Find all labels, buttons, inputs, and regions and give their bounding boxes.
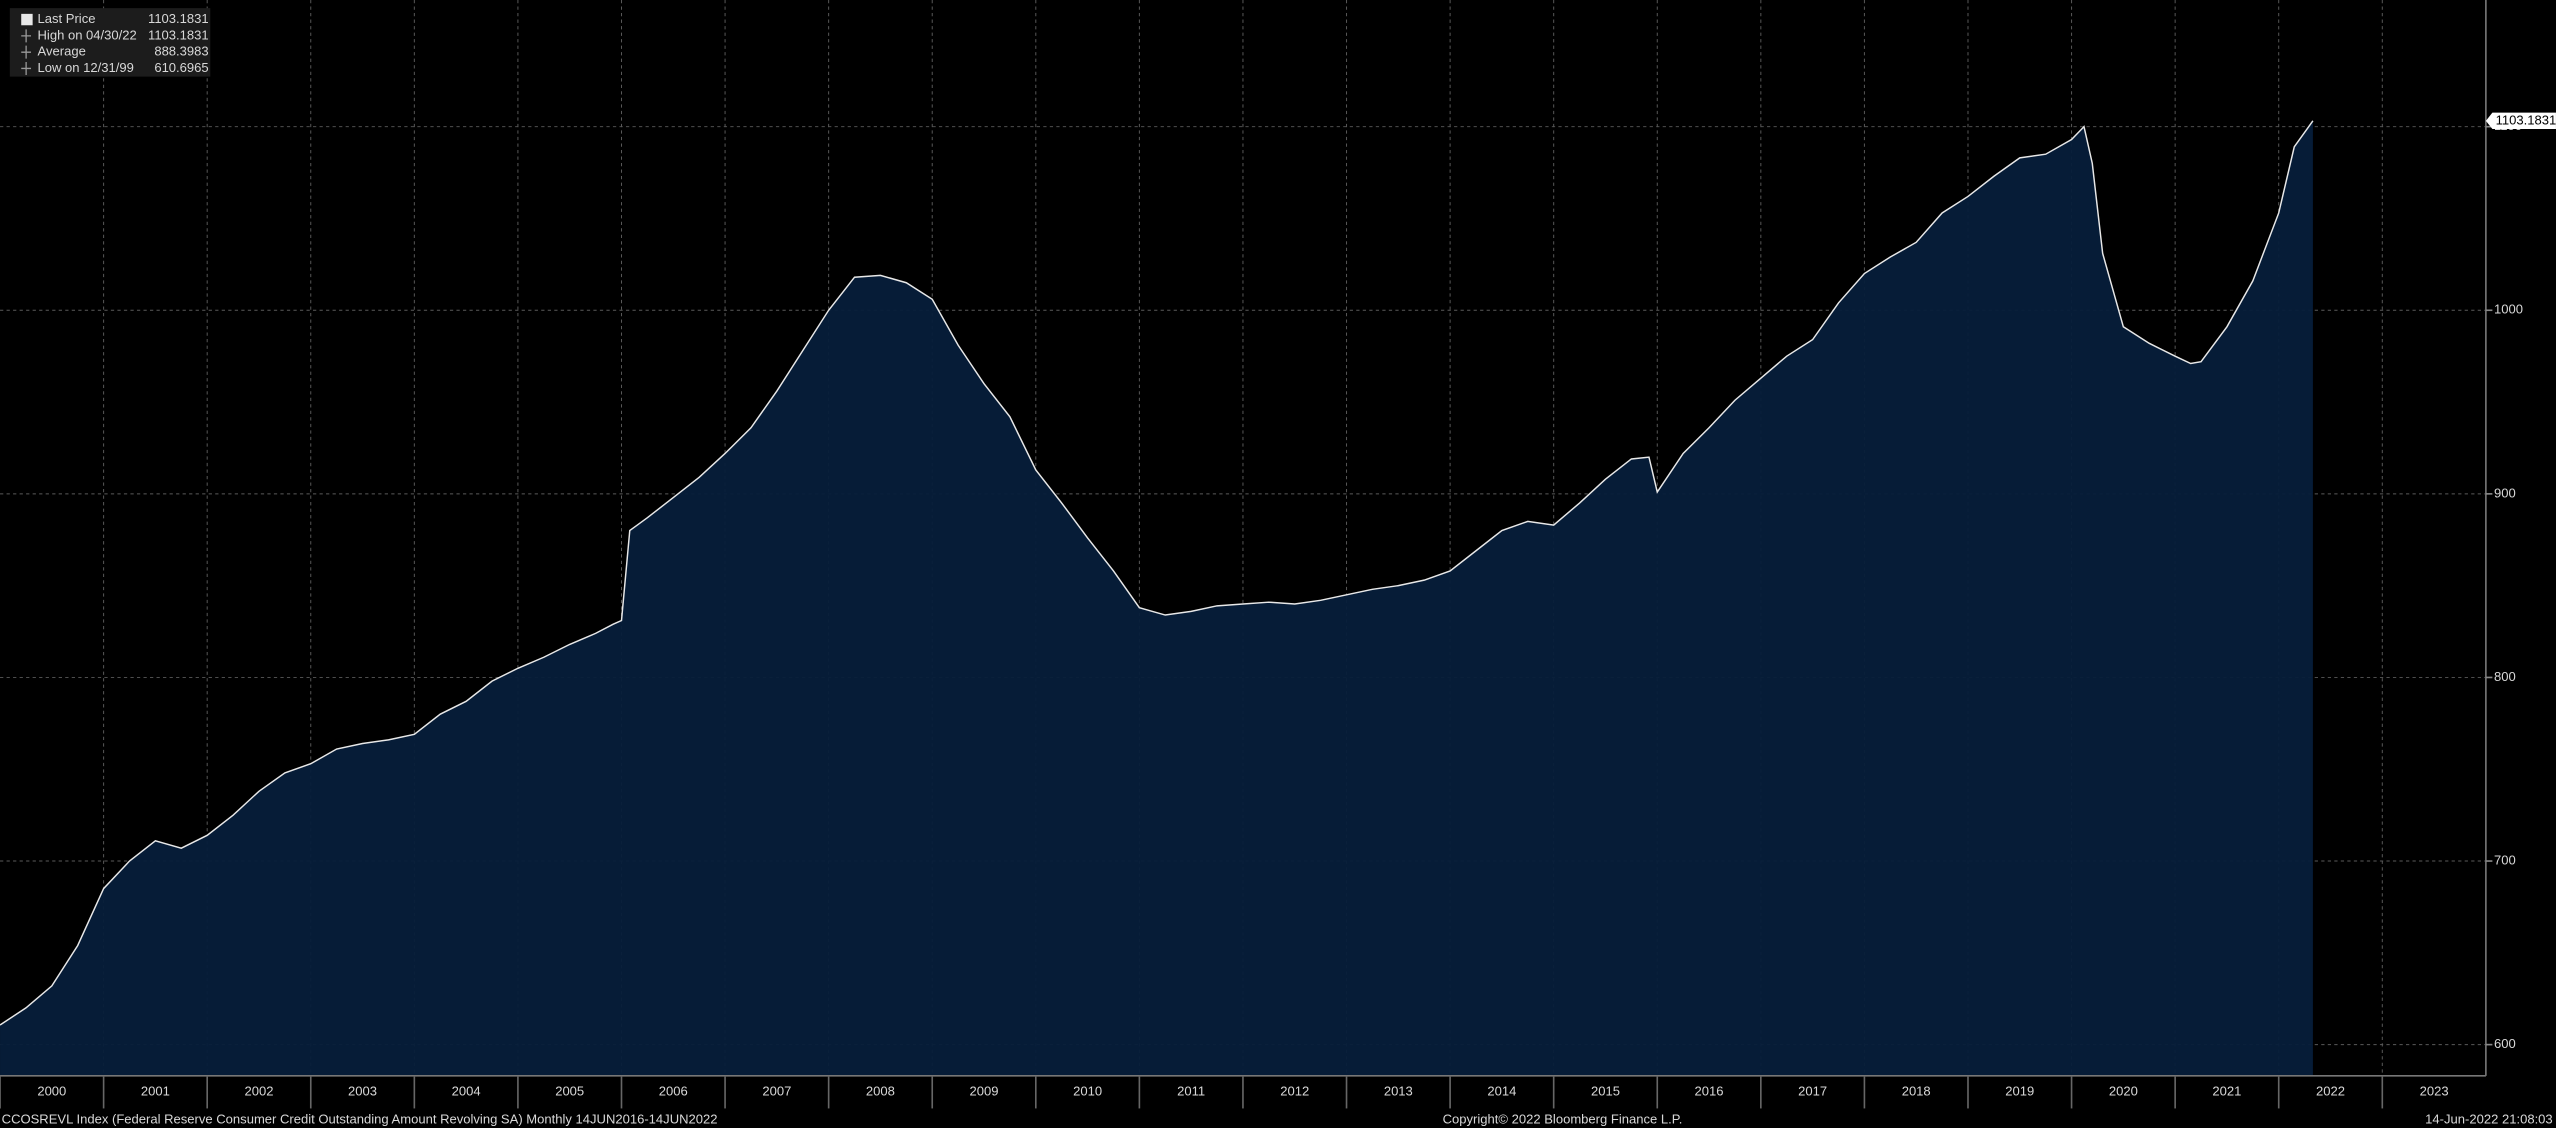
footer-copyright: Copyright© 2022 Bloomberg Finance L.P. xyxy=(1443,1111,1683,1126)
legend-label: Last Price xyxy=(38,11,96,26)
legend-label: Average xyxy=(38,44,86,59)
x-tick-label: 2019 xyxy=(2005,1084,2034,1099)
x-tick-label: 2017 xyxy=(1798,1084,1827,1099)
x-tick-label: 2007 xyxy=(762,1084,791,1099)
legend-label: High on 04/30/22 xyxy=(38,27,137,42)
legend-box xyxy=(9,8,211,77)
legend-icon xyxy=(21,45,32,59)
x-tick-label: 2003 xyxy=(348,1084,377,1099)
x-tick-label: 2010 xyxy=(1073,1084,1102,1099)
legend-label: Low on 12/31/99 xyxy=(38,60,134,75)
x-tick-label: 2011 xyxy=(1177,1084,1205,1099)
last-value-flag xyxy=(2485,112,2556,129)
legend: Last Price 1103.1831 High on 04/30/22 1103.… xyxy=(9,8,211,77)
x-tick-label: 2001 xyxy=(141,1084,170,1099)
legend-value: 888.3983 xyxy=(154,44,208,59)
y-tick-label: 600 xyxy=(2494,1036,2516,1051)
y-tick-label: 800 xyxy=(2494,669,2516,684)
x-tick-label: 2021 xyxy=(2212,1084,2241,1099)
x-tick-label: 2008 xyxy=(866,1084,895,1099)
x-tick-label: 2018 xyxy=(1902,1084,1931,1099)
x-tick-label: 2004 xyxy=(452,1084,481,1099)
legend-icon xyxy=(21,29,32,43)
x-tick-label: 2009 xyxy=(970,1084,999,1099)
x-tick-label: 2020 xyxy=(2109,1084,2138,1099)
x-tick-label: 2022 xyxy=(2316,1084,2345,1099)
x-tick-label: 2005 xyxy=(555,1084,584,1099)
line xyxy=(0,120,2314,1026)
legend-value: 610.6965 xyxy=(154,60,208,75)
y-tick-label: 700 xyxy=(2494,852,2516,867)
legend-value: 1103.1831 xyxy=(148,11,209,26)
legend-icon xyxy=(21,61,32,75)
plot-area xyxy=(0,0,2486,1076)
legend-swatch xyxy=(21,13,33,26)
x-tick-label: 2002 xyxy=(244,1084,273,1099)
footer-bar xyxy=(0,1108,2556,1128)
x-tick-label: 2013 xyxy=(1384,1084,1413,1099)
x-tick-label: 2006 xyxy=(659,1084,688,1099)
y-tick-label: 1000 xyxy=(2494,302,2523,317)
legend-value: 1103.1831 xyxy=(148,27,209,42)
x-tick-label: 2016 xyxy=(1695,1084,1724,1099)
last-value-label: 1103.1831 xyxy=(2496,112,2556,127)
area xyxy=(0,120,2313,1076)
x-tick-label: 2000 xyxy=(37,1084,66,1099)
x-tick-label: 2015 xyxy=(1591,1084,1620,1099)
y-tick-label: 900 xyxy=(2494,485,2516,500)
footer-description: CCOSREVL Index (Federal Reserve Consumer… xyxy=(2,1111,718,1126)
footer-timestamp: 14-Jun-2022 21:08:03 xyxy=(2425,1111,2553,1126)
x-tick-label: 2023 xyxy=(2420,1084,2449,1099)
x-tick-label: 2014 xyxy=(1487,1084,1516,1099)
x-tick-label: 2012 xyxy=(1280,1084,1309,1099)
